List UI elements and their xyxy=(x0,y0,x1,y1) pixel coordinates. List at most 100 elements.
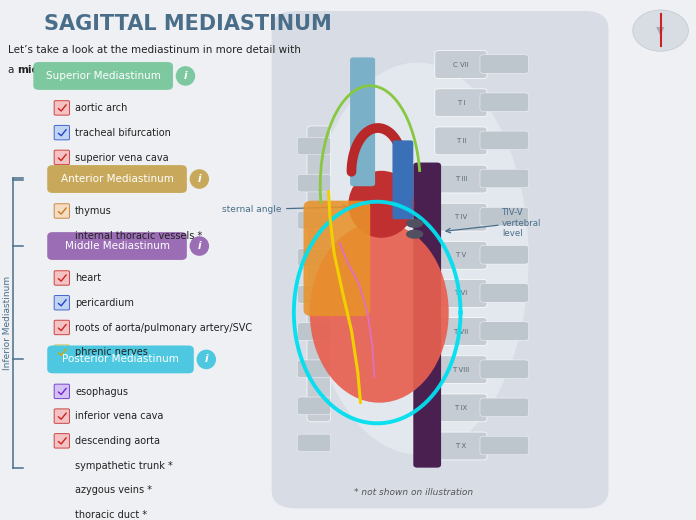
FancyBboxPatch shape xyxy=(480,93,528,111)
Text: Let’s take a look at the mediastinum in more detail with: Let’s take a look at the mediastinum in … xyxy=(8,45,301,55)
Text: sternal angle: sternal angle xyxy=(221,205,347,214)
Text: i: i xyxy=(198,241,201,251)
FancyBboxPatch shape xyxy=(435,165,487,193)
FancyBboxPatch shape xyxy=(297,285,331,303)
FancyBboxPatch shape xyxy=(480,322,528,341)
FancyBboxPatch shape xyxy=(297,212,331,229)
Text: T VIII: T VIII xyxy=(452,367,470,373)
FancyBboxPatch shape xyxy=(47,165,187,193)
Text: T I: T I xyxy=(457,100,465,106)
Text: superior vena cava: superior vena cava xyxy=(75,152,168,163)
Text: T IX: T IX xyxy=(454,405,468,411)
FancyBboxPatch shape xyxy=(480,55,528,73)
Ellipse shape xyxy=(406,219,423,228)
Text: T X: T X xyxy=(455,443,466,449)
Text: Anterior Mediastinum: Anterior Mediastinum xyxy=(61,174,173,184)
FancyBboxPatch shape xyxy=(47,232,187,260)
Text: phrenic nerves: phrenic nerves xyxy=(75,347,148,357)
Ellipse shape xyxy=(310,223,449,402)
FancyBboxPatch shape xyxy=(297,249,331,266)
FancyBboxPatch shape xyxy=(54,150,70,165)
FancyBboxPatch shape xyxy=(297,174,331,192)
FancyBboxPatch shape xyxy=(435,394,487,422)
Text: thymus: thymus xyxy=(75,206,112,216)
Text: pericardium: pericardium xyxy=(75,298,134,308)
FancyBboxPatch shape xyxy=(435,241,487,269)
Text: * not shown on illustration: * not shown on illustration xyxy=(354,488,473,497)
FancyBboxPatch shape xyxy=(297,137,331,155)
FancyBboxPatch shape xyxy=(435,50,487,79)
FancyBboxPatch shape xyxy=(271,11,608,509)
FancyBboxPatch shape xyxy=(297,360,331,378)
FancyBboxPatch shape xyxy=(350,57,375,186)
Ellipse shape xyxy=(175,66,195,86)
Ellipse shape xyxy=(306,62,528,454)
FancyBboxPatch shape xyxy=(480,436,528,455)
FancyBboxPatch shape xyxy=(480,360,528,379)
Text: Posterior Mediastinum: Posterior Mediastinum xyxy=(62,355,179,365)
FancyBboxPatch shape xyxy=(480,169,528,188)
FancyBboxPatch shape xyxy=(435,318,487,345)
FancyBboxPatch shape xyxy=(54,204,70,218)
Text: sympathetic trunk *: sympathetic trunk * xyxy=(75,461,173,471)
Text: T VII: T VII xyxy=(453,329,468,334)
FancyBboxPatch shape xyxy=(435,89,487,116)
Text: Inferior Mediastinum: Inferior Mediastinum xyxy=(3,276,12,370)
FancyBboxPatch shape xyxy=(297,397,331,414)
FancyBboxPatch shape xyxy=(435,203,487,231)
Text: heart: heart xyxy=(75,273,101,283)
Ellipse shape xyxy=(189,236,209,256)
FancyBboxPatch shape xyxy=(54,384,70,399)
Text: T VI: T VI xyxy=(454,291,468,296)
FancyBboxPatch shape xyxy=(435,356,487,384)
Text: aortic arch: aortic arch xyxy=(75,103,127,113)
Text: internal thoracic vessels *: internal thoracic vessels * xyxy=(75,231,203,241)
Ellipse shape xyxy=(348,171,414,238)
Text: inferior vena cava: inferior vena cava xyxy=(75,411,164,421)
Text: roots of aorta/pulmonary artery/SVC: roots of aorta/pulmonary artery/SVC xyxy=(75,322,252,333)
Text: mid-sagittal: mid-sagittal xyxy=(17,65,89,75)
Ellipse shape xyxy=(196,349,216,369)
FancyBboxPatch shape xyxy=(54,271,70,285)
FancyBboxPatch shape xyxy=(480,283,528,302)
Text: Superior Mediastinum: Superior Mediastinum xyxy=(46,71,161,81)
FancyBboxPatch shape xyxy=(54,295,70,310)
Text: ▼: ▼ xyxy=(656,25,665,35)
FancyBboxPatch shape xyxy=(297,434,331,452)
Text: T V: T V xyxy=(455,252,466,258)
FancyBboxPatch shape xyxy=(435,432,487,460)
FancyBboxPatch shape xyxy=(54,434,70,448)
FancyBboxPatch shape xyxy=(480,131,528,150)
Text: T III: T III xyxy=(454,176,467,182)
FancyBboxPatch shape xyxy=(413,163,441,467)
Ellipse shape xyxy=(406,229,423,239)
Text: thoracic duct *: thoracic duct * xyxy=(75,510,147,520)
FancyBboxPatch shape xyxy=(54,125,70,140)
FancyBboxPatch shape xyxy=(480,207,528,226)
Text: descending aorta: descending aorta xyxy=(75,436,160,446)
Text: SAGITTAL MEDIASTINUM: SAGITTAL MEDIASTINUM xyxy=(45,14,332,34)
Text: i: i xyxy=(184,71,187,81)
Text: i: i xyxy=(198,174,201,184)
Text: section:: section: xyxy=(92,65,136,75)
FancyBboxPatch shape xyxy=(54,345,70,359)
Text: i: i xyxy=(205,355,208,365)
Text: a: a xyxy=(8,65,17,75)
Text: C VII: C VII xyxy=(453,61,468,68)
Text: tracheal bifurcation: tracheal bifurcation xyxy=(75,128,171,138)
Text: azygous veins *: azygous veins * xyxy=(75,486,152,496)
Circle shape xyxy=(633,10,688,51)
FancyBboxPatch shape xyxy=(435,280,487,307)
FancyBboxPatch shape xyxy=(303,201,370,316)
FancyBboxPatch shape xyxy=(54,409,70,423)
FancyBboxPatch shape xyxy=(393,140,413,219)
FancyBboxPatch shape xyxy=(480,398,528,417)
Text: T IV: T IV xyxy=(454,214,468,220)
FancyBboxPatch shape xyxy=(307,126,331,422)
Text: T II: T II xyxy=(456,138,466,144)
FancyBboxPatch shape xyxy=(33,62,173,90)
FancyBboxPatch shape xyxy=(480,245,528,264)
Text: Middle Mediastinum: Middle Mediastinum xyxy=(65,241,170,251)
Ellipse shape xyxy=(189,169,209,189)
FancyBboxPatch shape xyxy=(54,101,70,115)
